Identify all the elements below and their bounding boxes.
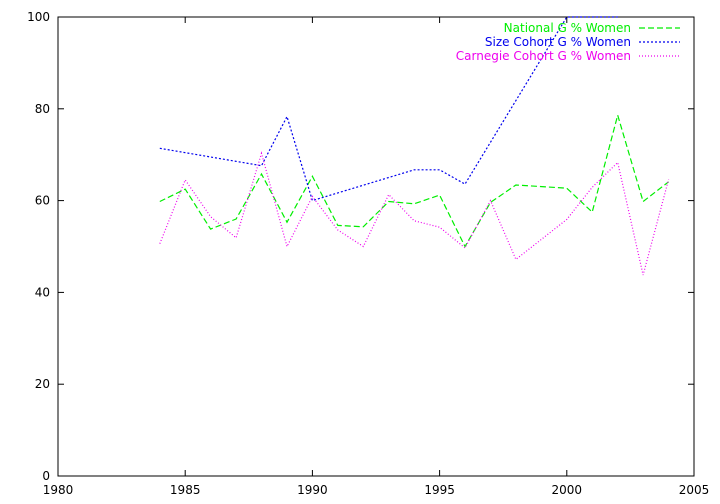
x-tick-label: 2005: [679, 483, 710, 497]
x-tick-label: 1995: [424, 483, 455, 497]
x-tick-label: 2000: [552, 483, 583, 497]
x-tick-label: 1985: [170, 483, 201, 497]
y-tick-label: 40: [35, 285, 50, 299]
series-line-1: [159, 112, 669, 248]
legend-label-2: Size Cohort G % Women: [485, 35, 631, 49]
legend-label-3: Carnegie Cohort G % Women: [456, 49, 631, 63]
series-lines: [159, 16, 670, 276]
series-line-2: [159, 16, 618, 202]
y-tick-label: 100: [27, 10, 50, 24]
y-tick-label: 20: [35, 377, 50, 391]
plot-frame: [57, 16, 695, 477]
y-tick-label: 60: [35, 194, 50, 208]
legend-label-1: National G % Women: [504, 21, 631, 35]
y-tick-label: 80: [35, 102, 50, 116]
axes: 1980 1985 1990 1995 2000 2005 0 20 40 60 80 100: [27, 10, 709, 497]
x-tick-label: 1980: [43, 483, 74, 497]
x-tick-label: 1990: [297, 483, 328, 497]
y-tick-label: 0: [42, 469, 50, 483]
